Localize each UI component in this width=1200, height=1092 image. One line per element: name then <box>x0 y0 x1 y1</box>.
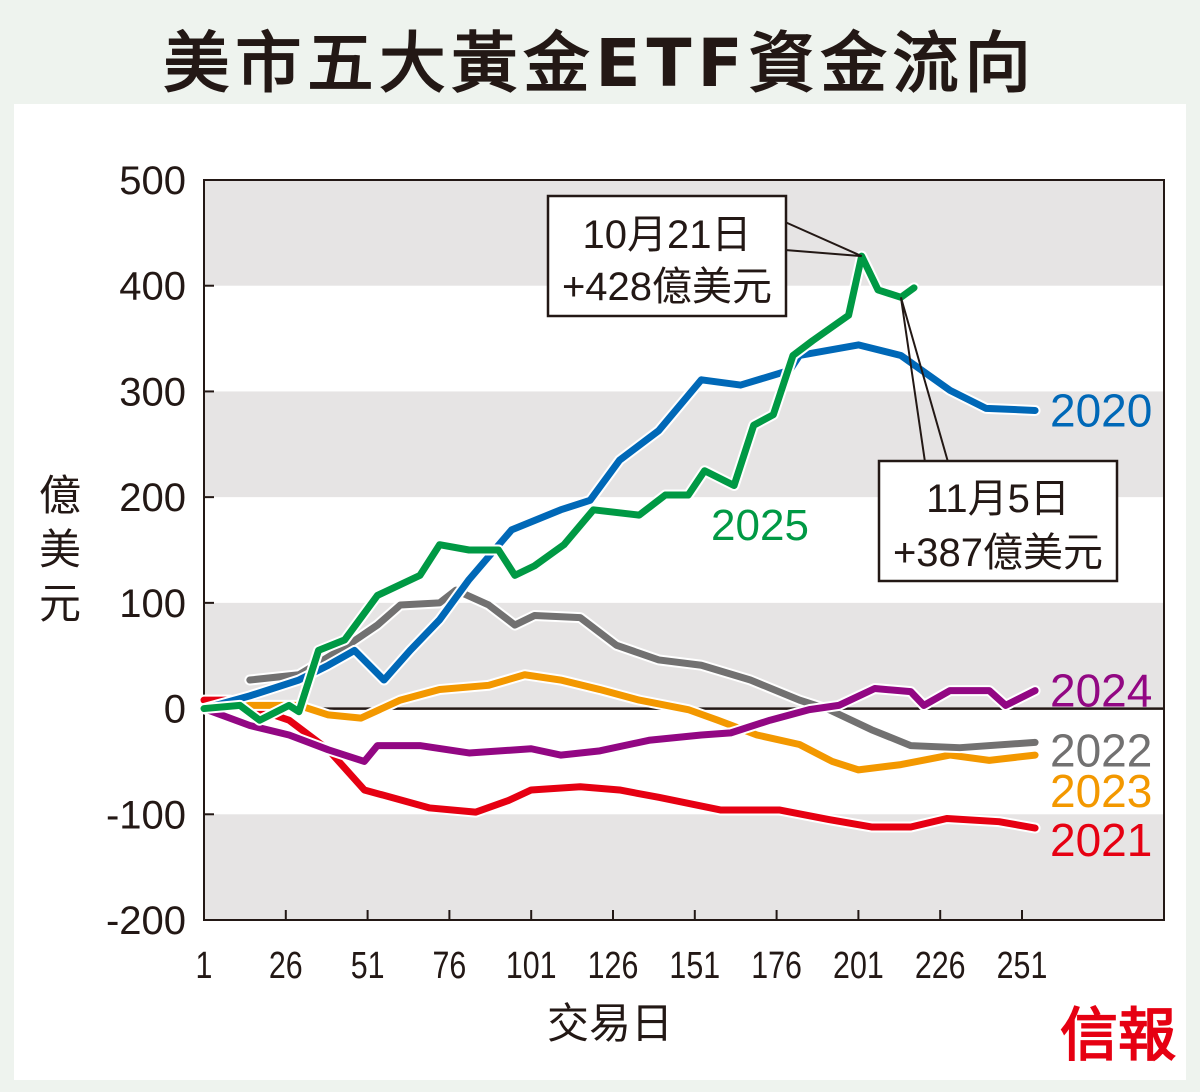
y-tick-label: 500 <box>119 159 186 203</box>
source-logo: 信報 <box>1060 1001 1176 1069</box>
x-tick-label: 126 <box>588 945 639 987</box>
y-tick-label: 200 <box>119 476 186 520</box>
x-tick-label: 251 <box>997 945 1048 987</box>
series-line-2023 <box>200 671 1039 774</box>
x-tick-label: 76 <box>432 945 466 987</box>
series-label-2025: 2025 <box>711 501 809 550</box>
x-tick-label: 101 <box>506 945 557 987</box>
callout-value: +428億美元 <box>562 265 772 309</box>
y-axis-label-char: 元 <box>39 580 81 627</box>
y-tick-label: 400 <box>119 265 186 309</box>
series-line-2025 <box>200 252 918 724</box>
x-tick-label: 176 <box>751 945 802 987</box>
callout-date: 10月21日 <box>583 213 752 257</box>
x-tick-label: 26 <box>269 945 303 987</box>
series-line-2024 <box>200 684 1039 765</box>
callout-box <box>546 194 788 318</box>
series-label-2023: 2023 <box>1050 765 1152 817</box>
x-tick-label: 201 <box>833 945 884 987</box>
y-axis-label-char: 美 <box>39 526 81 573</box>
chart-title: 美市五大黃金ETF資金流向 <box>163 25 1037 102</box>
callout-pointer <box>899 297 949 463</box>
series-label-2021: 2021 <box>1050 814 1152 866</box>
y-tick-label: 300 <box>119 370 186 414</box>
grid-band <box>204 814 1164 920</box>
y-tick-label: 100 <box>119 582 186 626</box>
series-label-2024: 2024 <box>1050 665 1152 717</box>
series-label-2020: 2020 <box>1050 384 1152 436</box>
x-tick-label: 1 <box>196 945 213 987</box>
callout-date: 11月5日 <box>926 477 1070 521</box>
x-tick-label: 51 <box>351 945 385 987</box>
callout-box <box>877 459 1119 583</box>
plot-frame <box>203 179 1165 921</box>
x-tick-label: 151 <box>669 945 720 987</box>
y-tick-label: 0 <box>164 688 186 732</box>
x-axis-label: 交易日 <box>547 1000 673 1047</box>
series-label-2022: 2022 <box>1050 724 1152 776</box>
x-tick-label: 226 <box>915 945 966 987</box>
series-line-2022 <box>246 586 1039 752</box>
y-axis-label-char: 億 <box>39 472 81 519</box>
series-line-2020 <box>200 341 1039 713</box>
y-tick-label: -200 <box>106 899 186 943</box>
y-tick-label: -100 <box>106 793 186 837</box>
callout-value: +387億美元 <box>893 531 1103 575</box>
callout-pointer <box>784 221 863 258</box>
